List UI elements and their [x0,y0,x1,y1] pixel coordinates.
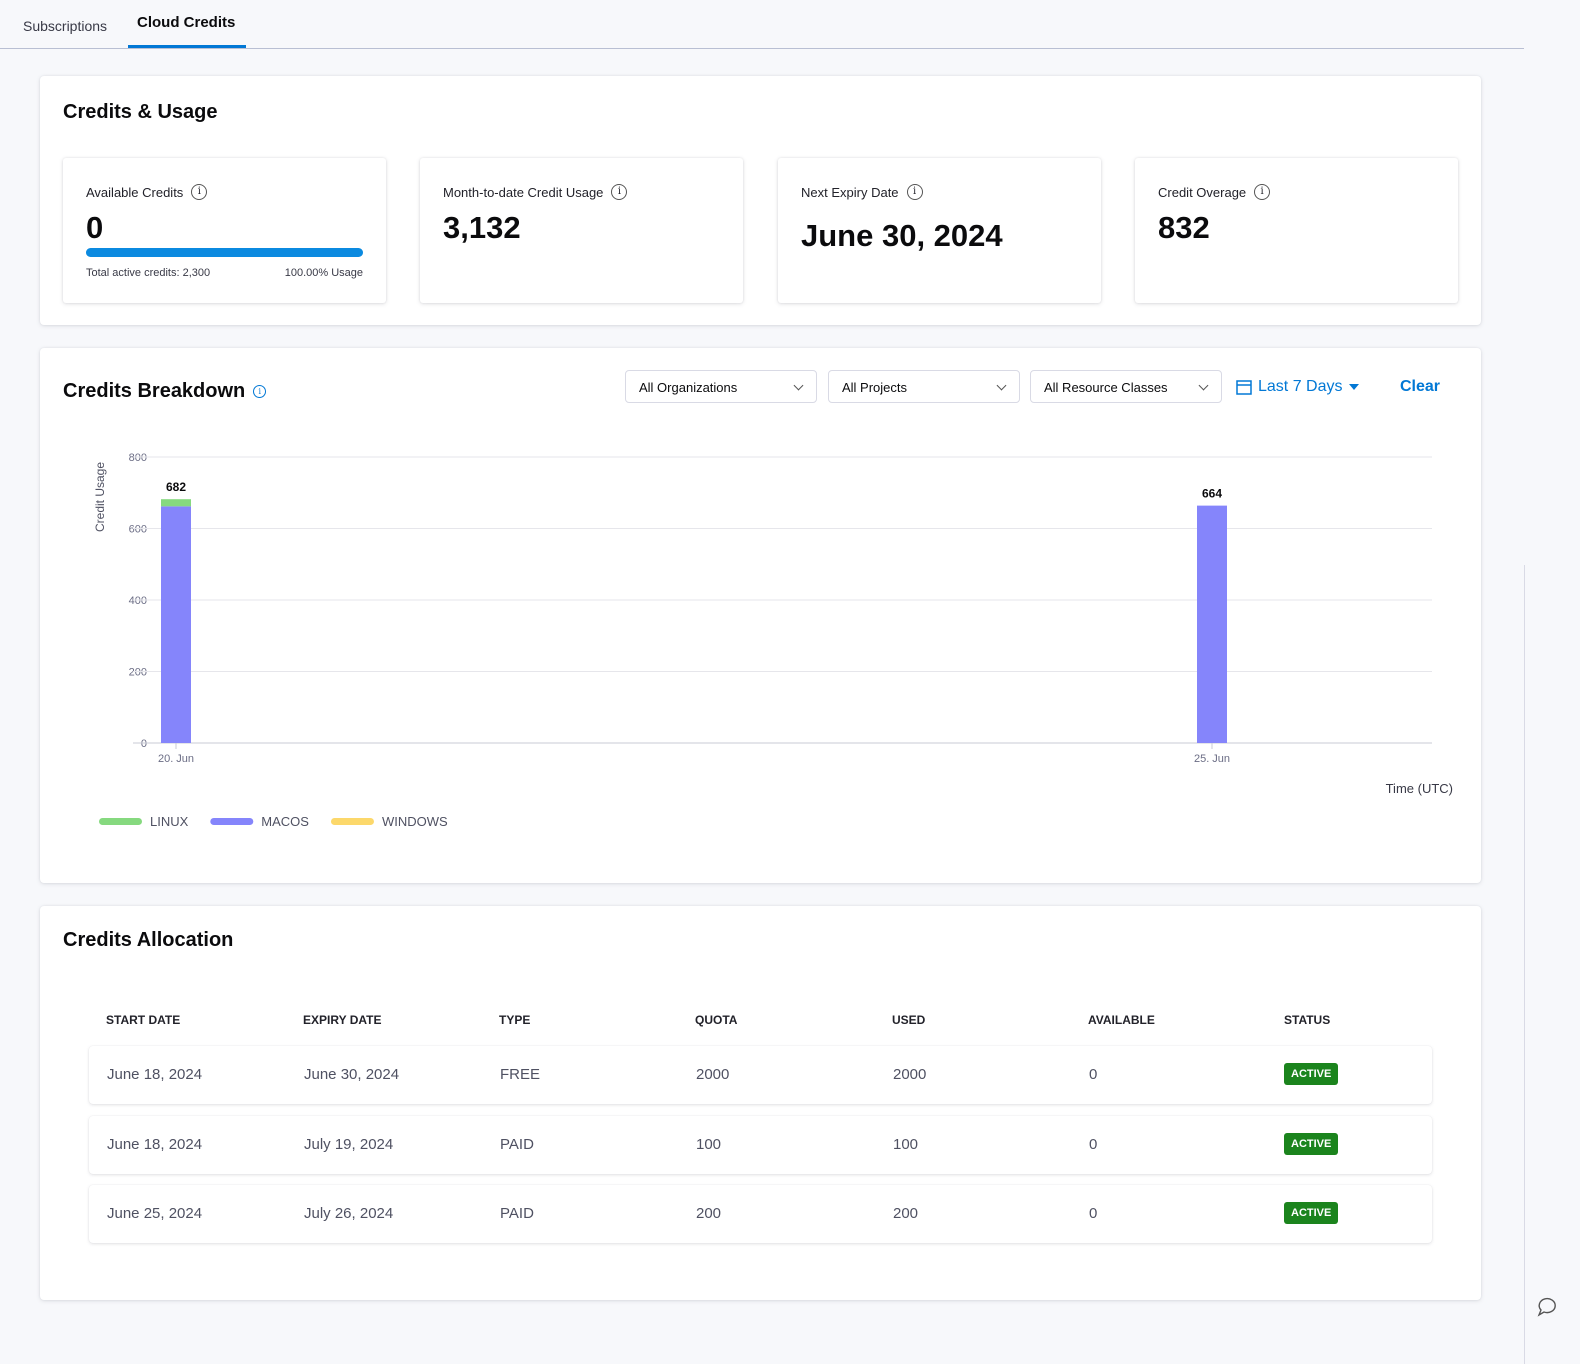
cell: 0 [1089,1066,1097,1083]
status-badge: ACTIVE [1284,1202,1338,1224]
column-header: QUOTA [695,1013,737,1027]
panel-title: Credits & Usage [63,101,218,124]
x-axis-label: Time (UTC) [1386,781,1453,796]
cell: 2000 [893,1066,926,1083]
cell: June 18, 2024 [107,1066,202,1083]
cell: FREE [500,1066,540,1083]
card-footer: Total active credits: 2,300 [86,267,210,279]
cell: 200 [893,1205,918,1222]
legend-label: LINUX [150,814,189,829]
tab-active[interactable]: Cloud Credits [137,14,235,31]
breakdown-panel: 0 200 400 600 800 Credit Usage Time (UTC) 20. J… [40,348,1481,883]
cell: July 26, 2024 [304,1205,393,1222]
date-range: Last 7 Days [1258,378,1342,396]
table-row: June 18, 2024 June 30, 2024 FREE 2000 2000 0 A… [89,1046,1432,1104]
bar-segment [1197,506,1227,743]
panel-title: Credits Allocation [63,929,233,952]
table-row: June 18, 2024 July 19, 2024 PAID 100 100 0 ACT… [89,1116,1432,1174]
column-header: USED [892,1013,925,1027]
card-label: Month-to-date Credit Usage i [443,184,627,200]
card: Next Expiry Date i June 30, 2024 [778,158,1101,303]
info-icon[interactable]: i [253,385,266,398]
status-badge: ACTIVE [1284,1133,1338,1155]
cell: 0 [1089,1136,1097,1153]
card-value: 832 [1158,210,1210,246]
info-icon[interactable]: i [191,184,207,200]
tab-indicator [128,45,246,48]
card: Credit Overage i 832 [1135,158,1458,303]
date-picker[interactable]: Last 7 Days [1236,378,1360,396]
label-text: Next Expiry Date [801,185,899,200]
cell: PAID [500,1205,534,1222]
label-text: Credit Overage [1158,185,1246,200]
cell: June 18, 2024 [107,1136,202,1153]
card: Month-to-date Credit Usage i 3,132 [420,158,743,303]
legend-label: MACOS [261,814,309,829]
info-icon[interactable]: i [907,184,923,200]
card-value: 3,132 [443,210,521,246]
dropdown[interactable]: All Resource Classes [1030,370,1222,403]
bar-segment [161,499,191,506]
y-tick-label: 200 [129,667,147,679]
label-text: Month-to-date Credit Usage [443,185,603,200]
y-tick-label: 400 [129,595,147,607]
card-value: June 30, 2024 [801,218,1003,254]
y-axis-label: Credit Usage [93,462,107,532]
title-text: Credits Breakdown [63,380,245,403]
x-tick-label: 20. Jun [158,753,194,765]
x-tick-label: 25. Jun [1194,753,1230,765]
calendar-icon [1236,379,1252,395]
legend-swatch [99,818,142,825]
cell: 2000 [696,1066,729,1083]
total-label: 664 [1202,487,1222,501]
cell: 100 [893,1136,918,1153]
card-label: Next Expiry Date i [801,184,923,200]
cell: 200 [696,1205,721,1222]
cell: 100 [696,1136,721,1153]
table-row: June 25, 2024 July 26, 2024 PAID 200 200 0 ACT… [89,1185,1432,1243]
card: Available Credits i 0 Total active credit… [63,158,386,303]
chat-icon[interactable] [1535,1294,1559,1318]
cell: 0 [1089,1205,1097,1222]
column-header: EXPIRY DATE [303,1013,381,1027]
tab-bar: Subscriptions Cloud Credits [0,0,1524,49]
column-header: TYPE [499,1013,530,1027]
column-header: STATUS [1284,1013,1330,1027]
dropdown[interactable]: All Projects [828,370,1020,403]
chart: 0 200 400 600 800 Credit Usage Time (UTC) 20. J… [40,348,1481,883]
info-icon[interactable]: i [611,184,627,200]
card-value: 0 [86,210,103,246]
cell: June 25, 2024 [107,1205,202,1222]
cell: July 19, 2024 [304,1136,393,1153]
label-text: Available Credits [86,185,183,200]
info-icon[interactable]: i [1254,184,1270,200]
card-label: Credit Overage i [1158,184,1270,200]
progress-bar [86,248,363,257]
column-header: AVAILABLE [1088,1013,1155,1027]
divider [1524,565,1525,1364]
caret [1348,383,1360,391]
status-badge: ACTIVE [1284,1063,1338,1085]
legend-swatch [331,818,374,825]
tab[interactable]: Subscriptions [23,18,107,34]
bar-segment [161,506,191,743]
total-label: 682 [166,480,186,494]
card-footer: 100.00% Usage [285,267,363,279]
legend-label: WINDOWS [382,814,448,829]
y-tick-label: 800 [129,452,147,464]
column-header: START DATE [106,1013,180,1027]
y-tick-label: 0 [141,738,147,750]
card-label: Available Credits i [86,184,207,200]
cell: June 30, 2024 [304,1066,399,1083]
panel-title: Credits Breakdown i [63,380,266,403]
legend-swatch [210,818,253,825]
y-tick-label: 600 [129,524,147,536]
cell: PAID [500,1136,534,1153]
clear-button[interactable]: Clear [1400,378,1440,396]
dropdown[interactable]: All Organizations [625,370,817,403]
